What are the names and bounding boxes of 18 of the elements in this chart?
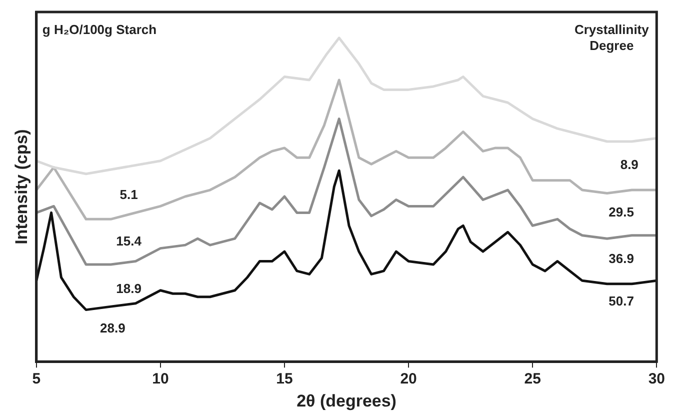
x-tick-label: 15 [276, 370, 293, 388]
annotation: 18.9 [116, 280, 142, 296]
x-tick-label: 30 [648, 370, 665, 388]
annotation: Crystallinity Degree [574, 22, 650, 53]
x-axis-title: 2θ (degrees) [296, 391, 396, 410]
y-axis-title: Intensity (cps) [12, 129, 31, 244]
annotation: 36.9 [608, 251, 634, 266]
x-tick-label: 20 [400, 370, 417, 388]
x-tick-label: 25 [524, 370, 541, 388]
annotation: 29.5 [608, 204, 634, 220]
x-tick-label: 5 [32, 370, 41, 388]
x-tick-label: 10 [152, 370, 169, 388]
annotation: 5.1 [120, 186, 138, 202]
annotation: 15.4 [116, 233, 142, 248]
text: g H₂O/100g Starch [42, 22, 157, 37]
annotation: 8.9 [620, 157, 638, 172]
annotation: 28.9 [100, 320, 126, 336]
annotation: 50.7 [608, 294, 634, 309]
